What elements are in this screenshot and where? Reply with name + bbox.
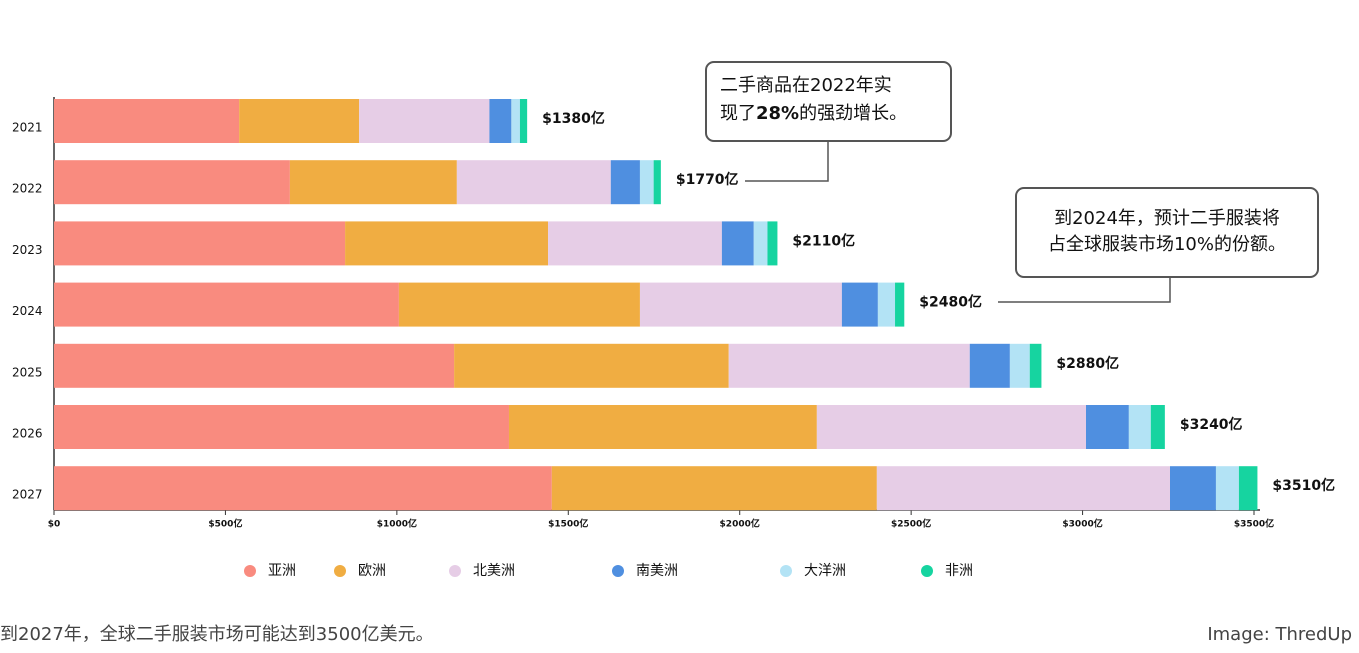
y-tick-label: 2025 [12,365,43,379]
bar-segment [489,99,512,143]
bar-segment [877,282,896,327]
y-tick-label: 2021 [12,121,43,135]
bar-segment [1170,466,1216,511]
bar-segment [519,99,528,143]
legend-swatch [921,565,933,577]
legend-swatch [449,565,461,577]
annotation-box [1015,187,1319,278]
y-tick-label: 2023 [12,243,43,257]
bar-segment [728,343,970,388]
annotation-part: 现了 [720,103,756,124]
annotation-text: 到2024年，预计二手服装将 [1054,208,1280,229]
bar-segment [876,466,1170,511]
total-label: $3240亿 [1180,416,1243,433]
bar-segment [753,221,768,266]
bar-segment [1128,405,1151,449]
x-tick-label: $3000亿 [1062,518,1102,530]
annotation-text: 二手商品在2022年实 [720,75,892,96]
bar-segment [639,160,654,205]
annotation-part: 占全球服装市场10%的份额。 [1048,234,1286,255]
bar-segment [1086,405,1129,449]
legend-swatch [780,565,792,577]
annotation-part: 28% [756,103,799,124]
y-tick-label: 2026 [12,427,43,441]
bar-segment [54,221,346,266]
bar-segment [1150,405,1165,449]
x-tick-label: $0 [48,520,61,530]
bar-segment [895,282,905,327]
bar-segment [359,99,490,143]
bar-segment [1029,343,1042,388]
bar-segment [54,99,240,143]
bar-segment [610,160,640,205]
legend-label: 大洋洲 [804,563,846,579]
y-tick-label: 2022 [12,182,43,196]
legend-label: 北美洲 [473,563,515,579]
bar-segment [54,282,399,327]
bar-segment [289,160,457,205]
bar-segment [548,221,722,266]
annotation-leader [998,277,1171,303]
bar-segment [1238,466,1258,511]
total-label: $3510亿 [1272,477,1335,494]
bar-segment [54,466,552,511]
annotation-part: 二手商品在2022年实 [720,75,892,96]
bar-segment [767,221,778,266]
total-label: $1380亿 [542,110,605,127]
annotation-box [705,61,952,142]
legend-label: 亚洲 [268,563,296,579]
bar-segment [511,99,520,143]
caption: 到2027年，全球二手服装市场可能达到3500亿美元。 [0,624,434,645]
annotation-part: 的强劲增长。 [799,103,907,124]
bar-segment [456,160,611,205]
legend-swatch [334,565,346,577]
bar-segment [54,405,509,449]
x-tick-label: $2000亿 [720,518,760,530]
annotation-text: 占全球服装市场10%的份额。 [1048,234,1286,255]
legend-label: 欧洲 [358,563,386,579]
bar-segment [239,99,360,143]
y-tick-label: 2027 [12,488,43,502]
legend-swatch [244,565,256,577]
bar-segment [1215,466,1239,511]
x-tick-label: $1500亿 [548,518,588,530]
annotation-text: 现了28%的强劲增长。 [720,103,907,124]
annotation-leader [745,141,829,182]
bar-segment [841,282,878,327]
legend-label: 非洲 [945,563,973,579]
x-tick-label: $2500亿 [891,518,931,530]
bar-segment [639,282,842,327]
total-label: $2110亿 [792,232,855,249]
bar-segment [398,282,640,327]
credit: Image: ThredUp [1207,624,1352,645]
bar-segment [454,343,729,388]
x-tick-label: $1000亿 [377,518,417,530]
total-label: $1770亿 [676,171,739,188]
annotation-part: 到2024年，预计二手服装将 [1054,208,1280,229]
legend-label: 南美洲 [636,563,678,579]
bar-segment [551,466,877,511]
bar-segment [816,405,1086,449]
x-tick-label: $3500亿 [1234,518,1274,530]
bar-segment [508,405,817,449]
bar-segment [54,160,290,205]
bar-segment [969,343,1010,388]
bar-segment [345,221,549,266]
x-tick-label: $500亿 [208,518,242,530]
total-label: $2480亿 [919,294,982,311]
bar-segment [721,221,754,266]
total-label: $2880亿 [1056,355,1119,372]
bar-segment [653,160,661,205]
bar-segment [54,343,455,388]
legend-swatch [612,565,624,577]
y-tick-label: 2024 [12,304,43,318]
bar-segment [1009,343,1030,388]
